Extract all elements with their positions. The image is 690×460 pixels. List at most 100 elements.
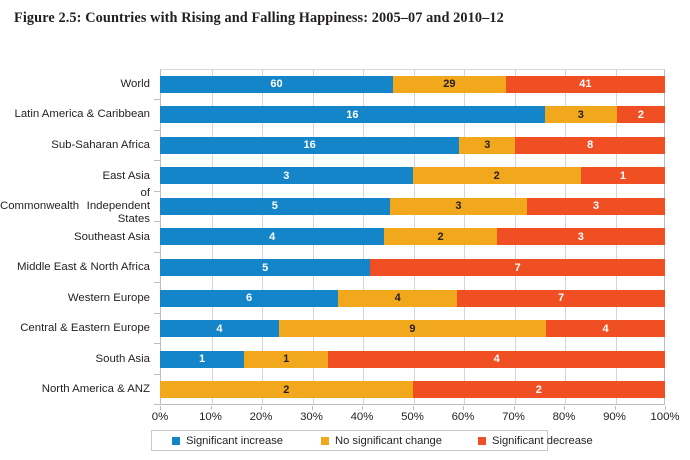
x-axis-tick-label: 0% [151,411,169,423]
bar-segment-significant-increase: 5 [160,197,390,215]
category-label-line: World [120,77,150,90]
category-label-line: Latin America & Caribbean [14,108,151,121]
chart-row: World 60 29 41 [0,69,690,101]
x-axis-tick-label: 70% [502,411,525,423]
x-axis-tick-label: 100% [650,411,680,423]
legend-item[interactable]: No significant change [321,435,442,447]
category-label-line: Western Europe [67,291,150,304]
legend-item[interactable]: Significant decrease [478,435,593,447]
x-axis-tick [564,406,565,410]
chart-row: East Asia 3 2 1 [0,161,690,192]
category-label: Latin America & Caribbean [0,100,152,131]
category-label-line: Commonwealth [0,200,80,213]
bar-segment-significant-increase: 1 [160,350,245,368]
bar-rows: World 60 29 41 Latin America & Caribbean 16 3 2… [0,69,690,406]
bar-segment-significant-increase: 6 [160,289,339,307]
bar-segment-no-significant-change: 2 [160,381,413,399]
y-axis-tick [154,312,160,314]
stacked-bar: 16 3 2 [160,106,665,124]
x-axis-tick-label: 20% [249,411,273,423]
y-axis-tick [154,160,160,162]
x-axis-tick [665,406,666,410]
x-axis-tick [210,406,212,410]
bar-segment-significant-decrease: 7 [370,259,665,277]
category-label-line: South Asia [95,352,150,365]
y-axis-tick [154,282,160,284]
category-label: World [0,69,152,100]
x-axis-tick [513,406,515,410]
chart-row: Middle East & North Africa 5 7 [0,252,690,284]
bar-segment-significant-decrease: 3 [496,228,665,246]
x-axis-tick [311,406,313,410]
bar-segment-significant-increase: 4 [160,320,279,338]
y-axis-tick [154,221,160,223]
legend-label: Significant increase [186,434,284,447]
bar-segment-significant-decrease: 2 [616,106,665,124]
y-axis-tick [154,373,160,375]
bar-segment-significant-decrease: 4 [546,320,665,338]
y-axis-tick [154,190,160,192]
bar-segment-no-significant-change: 29 [393,75,506,93]
chart-row: South Asia 1 1 4 [0,344,690,375]
legend-label: Significant decrease [492,434,593,447]
x-axis-tick-label: 60% [451,411,475,423]
bar-segment-significant-increase: 4 [160,228,385,246]
bar-segment-significant-increase: 3 [160,167,413,185]
x-axis-tick [160,406,161,410]
bar-segment-no-significant-change: 4 [338,289,458,307]
stacked-bar: 60 29 41 [160,75,665,93]
chart-row: Western Europe 6 4 7 [0,283,690,314]
legend-swatch-increase [172,436,180,445]
category-label: Western Europe [0,283,152,314]
category-label-line: North America & ANZ [41,383,150,396]
x-axis-tick [614,406,616,410]
stacked-bar: 16 3 8 [160,136,665,154]
category-label: Central & Eastern Europe [0,313,152,344]
category-label-line: Central & Eastern Europe [20,322,150,335]
legend-item[interactable]: Significant increase [172,435,283,447]
category-label: North America & ANZ [0,374,152,405]
legend-swatch-nochange [321,436,330,445]
x-axis-tick-label: 50% [401,411,424,423]
x-axis-tick-label: 30% [300,411,323,423]
x-axis-tick [412,406,414,410]
chart-row: Southeast Asia 4 2 3 [0,222,690,253]
chart-row: Latin America & Caribbean 16 3 2 [0,100,690,131]
category-label: Sub-Saharan Africa [0,130,152,161]
x-axis-tick-label: 80% [552,411,576,423]
legend-swatch-decrease [478,436,486,445]
chart-row: Central & Eastern Europe 4 9 4 [0,313,690,345]
chart-row: Sub-Saharan Africa 16 3 8 [0,130,690,162]
bar-segment-significant-decrease: 4 [328,350,665,368]
category-label-line: East Asia [102,169,151,182]
bar-segment-significant-increase: 16 [160,106,545,124]
bar-segment-no-significant-change: 2 [412,167,581,185]
x-axis-tick [261,406,262,410]
x-axis-tick [463,406,464,410]
category-label: Commonwealth of Independent States [0,187,152,225]
bar-segment-significant-increase: 5 [160,259,371,277]
x-axis-tick-label: 90% [603,411,626,423]
chart-legend: Significant increase No significant chang… [151,430,593,451]
y-axis-tick [154,251,160,253]
bar-segment-significant-increase: 60 [160,75,394,93]
legend-label: No significant change [335,434,442,447]
category-label-line: Southeast Asia [74,230,150,243]
x-axis: 0% 10% 20% 30% 40% 50% 60% 70% 80% 90% 100% [0,406,690,426]
y-axis-tick [154,404,160,406]
page-title: Figure 2.5: Countries with Rising and Fa… [14,10,504,26]
bar-segment-significant-decrease: 8 [515,136,665,154]
category-label-line: Sub-Saharan Africa [51,138,150,151]
y-axis-tick [154,99,160,101]
category-label-line: of Independent States [86,187,150,225]
y-axis-tick [154,129,160,131]
bar-segment-significant-increase: 16 [160,136,460,154]
